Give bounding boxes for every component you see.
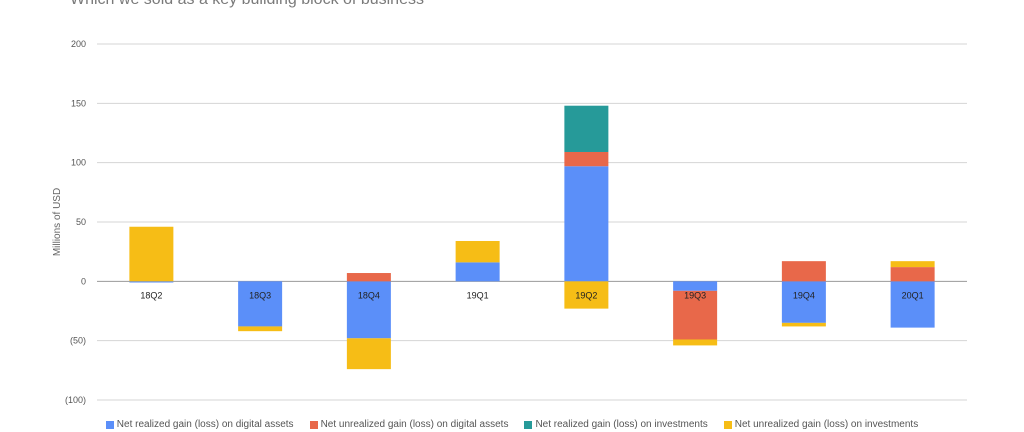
legend-label: Net unrealized gain (loss) on digital as… [320, 419, 509, 430]
bar-segment [564, 166, 609, 282]
bar-segment [346, 338, 391, 370]
legend-label: Net realized gain (loss) on investments [535, 419, 708, 430]
bar-segment [890, 261, 935, 268]
bar-segment [346, 273, 391, 282]
y-tick-label: 0 [81, 276, 86, 286]
legend-label: Net realized gain (loss) on digital asse… [116, 419, 294, 430]
y-tick-label: (50) [70, 336, 86, 346]
legend-label: Net unrealized gain (loss) on investment… [734, 419, 919, 430]
legend-item: Net realized gain (loss) on investments [524, 419, 708, 430]
legend-item: Net unrealized gain (loss) on digital as… [309, 419, 509, 430]
bar-segment [564, 281, 609, 309]
bar-segment [346, 281, 391, 339]
bar-segment [781, 261, 826, 282]
bar-segment [673, 339, 718, 346]
bar-segment [673, 281, 718, 291]
bar-segment [455, 240, 500, 263]
bar-segment [238, 281, 283, 327]
chart-title: Which we sold as a key building block of… [70, 0, 424, 9]
chart-plot: 200 150 100 50 0 (50) (100) Millions of USD 18Q2… [52, 39, 967, 405]
legend-swatch [105, 420, 114, 429]
category-label: 20Q1 [902, 290, 924, 300]
bar-segment [564, 151, 609, 167]
y-tick-label: 150 [71, 98, 86, 108]
bar-segment [781, 322, 826, 327]
category-label: 19Q4 [793, 290, 815, 300]
bar-segment [673, 290, 718, 340]
bar-segment [455, 262, 500, 282]
legend-swatch [723, 420, 732, 429]
bar-segment [781, 281, 826, 323]
chart-legend: Net realized gain (loss) on digital asse… [0, 419, 1024, 430]
category-label: 19Q1 [467, 290, 489, 300]
bar-segment [564, 105, 609, 152]
y-tick-label: 50 [76, 217, 86, 227]
bar-segment [890, 281, 935, 328]
bar-segment [129, 281, 174, 283]
y-tick-label: 200 [71, 39, 86, 49]
legend-item: Net unrealized gain (loss) on investment… [723, 419, 919, 430]
y-tick-label: (100) [65, 395, 86, 405]
y-axis-label: Millions of USD [52, 188, 63, 256]
bar-segment [238, 326, 283, 332]
category-label: 18Q2 [140, 290, 162, 300]
legend-swatch [309, 420, 318, 429]
legend-swatch [524, 420, 533, 429]
bar-segment [890, 267, 935, 282]
category-label: 18Q3 [249, 290, 271, 300]
category-label: 18Q4 [358, 290, 380, 300]
y-tick-label: 100 [71, 158, 86, 168]
category-label: 19Q3 [684, 290, 706, 300]
category-label: 19Q2 [575, 290, 597, 300]
bar-segment [129, 226, 174, 282]
legend-item: Net realized gain (loss) on digital asse… [105, 419, 294, 430]
